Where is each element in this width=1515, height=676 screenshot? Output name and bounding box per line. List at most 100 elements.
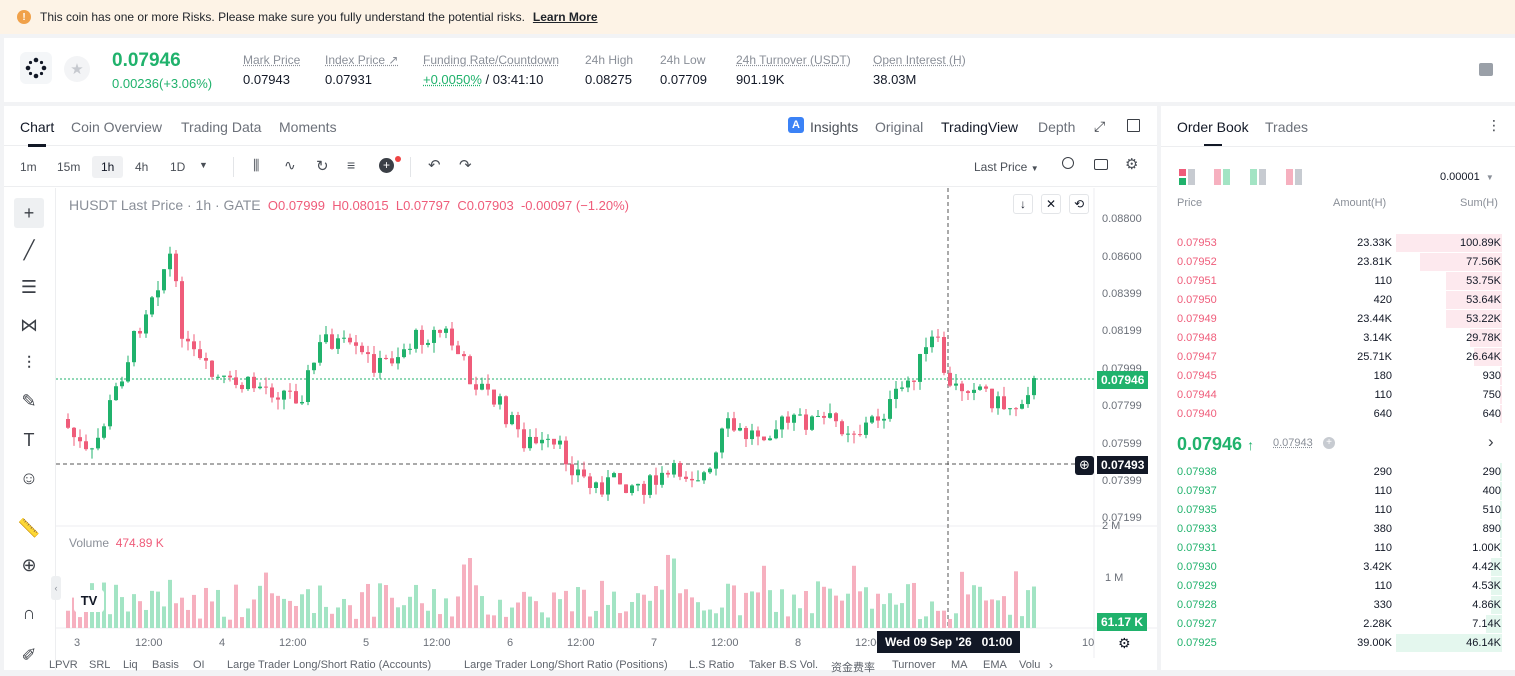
- indicator-item[interactable]: Turnover: [892, 659, 936, 671]
- volume-bar: [666, 555, 670, 628]
- candle: [606, 477, 610, 494]
- ask-row[interactable]: 0.07945 180 930: [1161, 367, 1515, 386]
- indicator-item[interactable]: Large Trader Long/Short Ratio (Accounts): [227, 659, 431, 671]
- candle: [474, 384, 478, 389]
- indicator-item[interactable]: L.S Ratio: [689, 659, 734, 671]
- bid-row[interactable]: 0.07927 2.28K 7.14K: [1161, 615, 1515, 634]
- last-price: 0.07946: [112, 50, 181, 72]
- bid-row[interactable]: 0.07935 110 510: [1161, 501, 1515, 520]
- favorite-star-icon[interactable]: ★: [64, 56, 90, 82]
- row-sum: 400: [1483, 485, 1501, 497]
- bid-row[interactable]: 0.07931 110 1.00K: [1161, 539, 1515, 558]
- ask-row[interactable]: 0.07947 25.71K 26.64K: [1161, 348, 1515, 367]
- candle: [960, 384, 964, 392]
- indicator-item[interactable]: SRL: [89, 659, 110, 671]
- candle: [186, 339, 190, 342]
- candle: [372, 354, 376, 373]
- indicator-item[interactable]: LPVR: [49, 659, 78, 671]
- ask-row[interactable]: 0.07948 3.14K 29.78K: [1161, 329, 1515, 348]
- book-icon[interactable]: [1479, 63, 1493, 76]
- ask-row[interactable]: 0.07940 640 640: [1161, 405, 1515, 424]
- precision-select[interactable]: 0.00001 ▼: [1440, 171, 1494, 183]
- stat-open-interest: Open Interest (H) 38.03M: [873, 53, 966, 87]
- indicator-item[interactable]: 资金费率: [831, 659, 875, 675]
- row-price: 0.07933: [1177, 523, 1217, 535]
- ask-row[interactable]: 0.07949 23.44K 53.22K: [1161, 310, 1515, 329]
- ask-row[interactable]: 0.07951 110 53.75K: [1161, 272, 1515, 291]
- indicator-item[interactable]: Volu: [1019, 659, 1040, 671]
- bid-row[interactable]: 0.07925 39.00K 46.14K: [1161, 634, 1515, 653]
- indicator-item[interactable]: Large Trader Long/Short Ratio (Positions…: [464, 659, 668, 671]
- volume-bar: [384, 585, 388, 628]
- volume-bar: [828, 589, 832, 628]
- stat-funding-rate: Funding Rate/Countdown +0.0050% / 03:41:…: [423, 53, 559, 87]
- coin-logo: [20, 52, 52, 84]
- volume-bar: [522, 592, 526, 628]
- bid-row[interactable]: 0.07937 110 400: [1161, 482, 1515, 501]
- chart-settings-icon[interactable]: ⚙: [1118, 635, 1131, 652]
- indicator-item[interactable]: Taker B.S Vol.: [749, 659, 818, 671]
- candle: [288, 391, 292, 392]
- candlestick-chart[interactable]: [4, 106, 1157, 670]
- learn-more-link[interactable]: Learn More: [533, 10, 598, 24]
- indicator-item[interactable]: Liq: [123, 659, 138, 671]
- volume-bar: [498, 600, 502, 628]
- more-options-icon[interactable]: ⋮: [1487, 117, 1501, 134]
- indicator-item[interactable]: EMA: [983, 659, 1007, 671]
- ask-row[interactable]: 0.07944 110 750: [1161, 386, 1515, 405]
- indicator-item[interactable]: Basis: [152, 659, 179, 671]
- bids-list: 0.07938 290 290 0.07937 110 400 0.07935 110 510 0…: [1161, 463, 1515, 653]
- chevron-right-icon[interactable]: ›: [1488, 432, 1494, 452]
- candle: [774, 429, 778, 438]
- y-tick: 0.08199: [1102, 325, 1142, 337]
- candle: [192, 341, 196, 349]
- candle: [528, 437, 532, 448]
- ask-row[interactable]: 0.07950 420 53.64K: [1161, 291, 1515, 310]
- candle: [174, 254, 178, 281]
- volume-bar: [1008, 615, 1012, 628]
- bid-row[interactable]: 0.07930 3.42K 4.42K: [1161, 558, 1515, 577]
- volume-bar: [1002, 596, 1006, 628]
- candle: [138, 331, 142, 334]
- candle: [276, 397, 280, 399]
- volume-bar: [324, 607, 328, 628]
- book-bids-icon[interactable]: [1250, 169, 1266, 185]
- candle: [114, 386, 118, 400]
- volume-bar: [108, 614, 112, 628]
- bid-row[interactable]: 0.07938 290 290: [1161, 463, 1515, 482]
- bid-row[interactable]: 0.07928 330 4.86K: [1161, 596, 1515, 615]
- candle: [312, 363, 316, 370]
- book-mixed-icon[interactable]: [1214, 169, 1230, 185]
- row-amount: 39.00K: [1357, 637, 1392, 649]
- volume-bar: [720, 608, 724, 628]
- volume-bar: [552, 592, 556, 628]
- candle: [576, 469, 580, 475]
- bid-row[interactable]: 0.07929 110 4.53K: [1161, 577, 1515, 596]
- row-price: 0.07945: [1177, 370, 1217, 382]
- candle: [438, 330, 442, 333]
- volume-bar: [924, 616, 928, 628]
- tab-order-book[interactable]: Order Book: [1177, 119, 1249, 147]
- volume-bar: [906, 584, 910, 628]
- book-both-icon[interactable]: [1179, 169, 1195, 185]
- indicator-item[interactable]: OI: [193, 659, 205, 671]
- tab-trades[interactable]: Trades: [1265, 119, 1308, 135]
- mid-mark-price[interactable]: 0.07943: [1273, 437, 1313, 449]
- volume-bar: [354, 619, 358, 628]
- candle: [468, 356, 472, 384]
- volume-bar: [912, 583, 916, 628]
- indicator-item[interactable]: MA: [951, 659, 968, 671]
- add-alert-icon[interactable]: ⊕: [1075, 456, 1094, 475]
- volume-bar: [480, 596, 484, 628]
- ask-row[interactable]: 0.07952 23.81K 77.56K: [1161, 253, 1515, 272]
- volume-bar: [876, 594, 880, 628]
- volume-bar: [792, 595, 796, 628]
- ask-row[interactable]: 0.07953 23.33K 100.89K: [1161, 234, 1515, 253]
- bid-row[interactable]: 0.07933 380 890: [1161, 520, 1515, 539]
- volume-bar: [198, 619, 202, 628]
- info-icon[interactable]: +: [1323, 437, 1335, 449]
- row-amount: 180: [1374, 370, 1392, 382]
- volume-bar: [348, 605, 352, 628]
- book-asks-icon[interactable]: [1286, 169, 1302, 185]
- row-amount: 380: [1374, 523, 1392, 535]
